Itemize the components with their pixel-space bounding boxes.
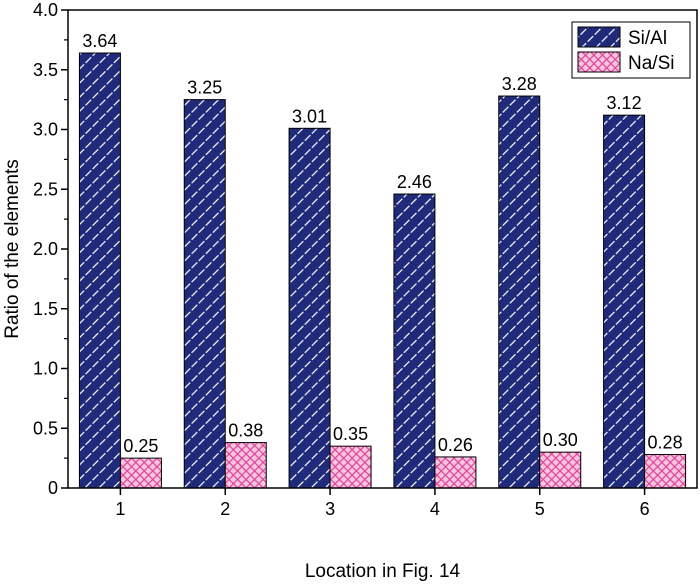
legend-label-na-si: Na/Si — [628, 53, 674, 74]
bar-si-al-1 — [78, 52, 121, 489]
data-labels: 3.64 0.25 3.25 0.38 3.01 0.35 2.46 0.26 3.28 0.30… — [82, 31, 682, 456]
y-axis-title: Ratio of the elements — [2, 159, 23, 339]
legend: Si/Al Na/Si — [571, 21, 691, 79]
bar-si-al-3 — [288, 127, 331, 489]
x-tick-label: 5 — [535, 499, 545, 519]
data-label-na-si-5: 0.30 — [543, 430, 578, 450]
data-label-na-si-1: 0.25 — [123, 436, 158, 456]
x-tick-label: 3 — [325, 499, 335, 519]
data-label-si-al-4: 2.46 — [397, 172, 432, 192]
bar-na-si-1 — [119, 457, 162, 489]
bar-si-al-5 — [498, 95, 541, 489]
bars — [78, 52, 687, 489]
bar-si-al-6 — [603, 114, 646, 489]
data-label-na-si-6: 0.28 — [648, 433, 683, 453]
y-tick-label: 2.0 — [33, 239, 58, 259]
x-tick-label: 2 — [220, 499, 230, 519]
x-tick-label: 1 — [115, 499, 125, 519]
plot-area-frame — [67, 9, 698, 489]
x-tick-label: 4 — [430, 499, 440, 519]
data-label-na-si-3: 0.35 — [333, 424, 368, 444]
data-label-si-al-1: 3.64 — [82, 31, 117, 51]
data-label-si-al-5: 3.28 — [502, 74, 537, 94]
bar-si-al-4 — [393, 193, 436, 489]
data-label-si-al-3: 3.01 — [292, 106, 327, 126]
y-tick-label: 4.0 — [33, 0, 58, 20]
x-axis: 1 2 3 4 5 6 — [115, 488, 650, 519]
legend-swatch-na-si — [577, 51, 621, 73]
y-tick-label: 1.0 — [33, 359, 58, 379]
data-label-si-al-6: 3.12 — [607, 93, 642, 113]
y-tick-label: 0 — [48, 478, 58, 498]
legend-label-si-al: Si/Al — [628, 28, 667, 49]
data-label-na-si-4: 0.26 — [438, 435, 473, 455]
bar-na-si-3 — [329, 445, 372, 489]
bar-na-si-4 — [434, 456, 477, 489]
data-label-si-al-2: 3.25 — [187, 78, 222, 98]
y-tick-label: 3.0 — [33, 120, 58, 140]
y-axis: 0 0.5 1.0 1.5 2.0 2.5 3.0 3.5 4.0 — [33, 0, 68, 498]
bar-na-si-6 — [644, 454, 687, 489]
legend-swatch-si-al — [577, 26, 621, 48]
y-tick-label: 1.5 — [33, 299, 58, 319]
x-tick-label: 6 — [640, 499, 650, 519]
x-axis-title: Location in Fig. 14 — [305, 561, 461, 582]
y-tick-label: 0.5 — [33, 418, 58, 438]
bar-na-si-2 — [224, 442, 267, 489]
y-tick-label: 3.5 — [33, 60, 58, 80]
bar-si-al-2 — [183, 99, 226, 489]
bar-na-si-5 — [539, 451, 582, 489]
data-label-na-si-2: 0.38 — [228, 421, 263, 441]
y-tick-label: 2.5 — [33, 179, 58, 199]
